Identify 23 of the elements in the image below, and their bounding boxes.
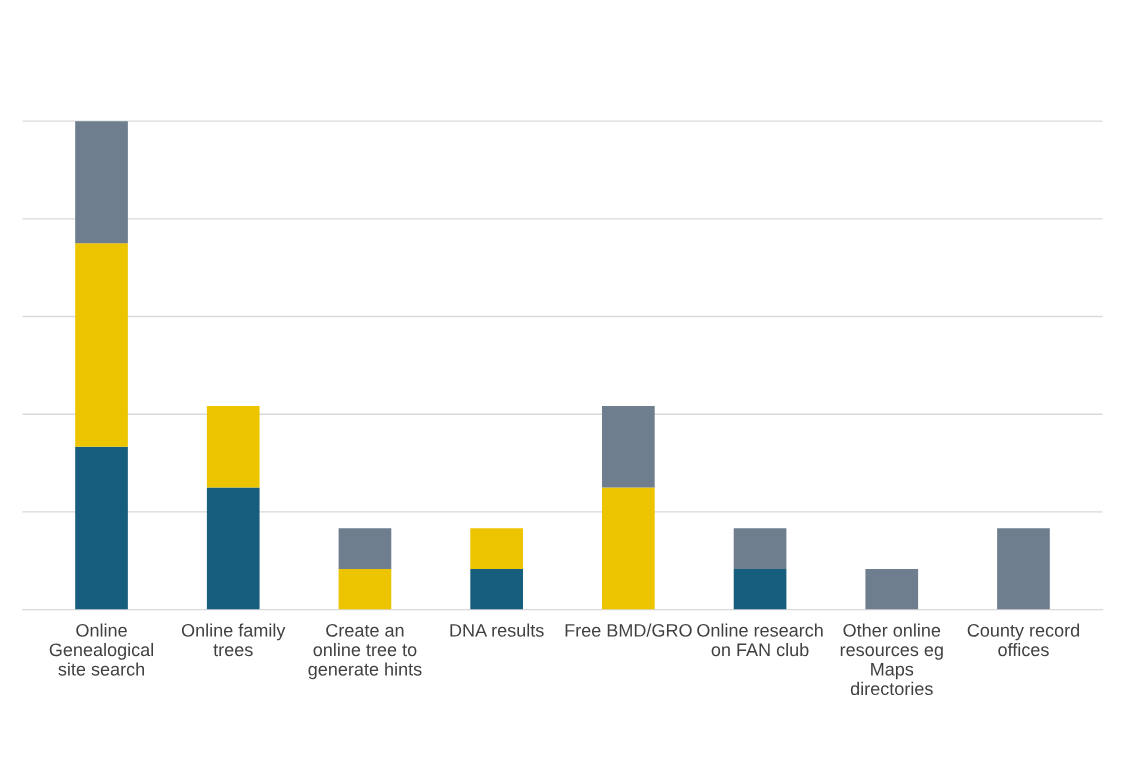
x-tick-label: Online research on FAN club (697, 623, 823, 657)
bar (206, 487, 260, 610)
bar (75, 121, 128, 244)
x-tick-label: Other online resources eg Maps directories (840, 623, 943, 696)
bar (602, 406, 655, 488)
bar (338, 528, 392, 569)
x-tick-label: Free BMD/GRO (565, 623, 692, 637)
x-tick-label: Online Genealogical site search (49, 623, 154, 676)
bar (75, 446, 128, 610)
bar (206, 406, 260, 488)
x-tick-label: DNA results (450, 623, 544, 637)
bar (865, 568, 919, 610)
x-tick-label: Online family trees (181, 623, 286, 657)
bar (602, 487, 655, 610)
bar (338, 568, 392, 610)
x-tick-label: Create an online tree to generate hints (308, 623, 422, 680)
bar (470, 528, 523, 569)
x-tick-label: County record offices (967, 623, 1080, 657)
bar (470, 568, 523, 610)
bar (997, 528, 1050, 610)
bar (733, 528, 787, 569)
bar (75, 243, 128, 447)
bar (733, 568, 787, 610)
